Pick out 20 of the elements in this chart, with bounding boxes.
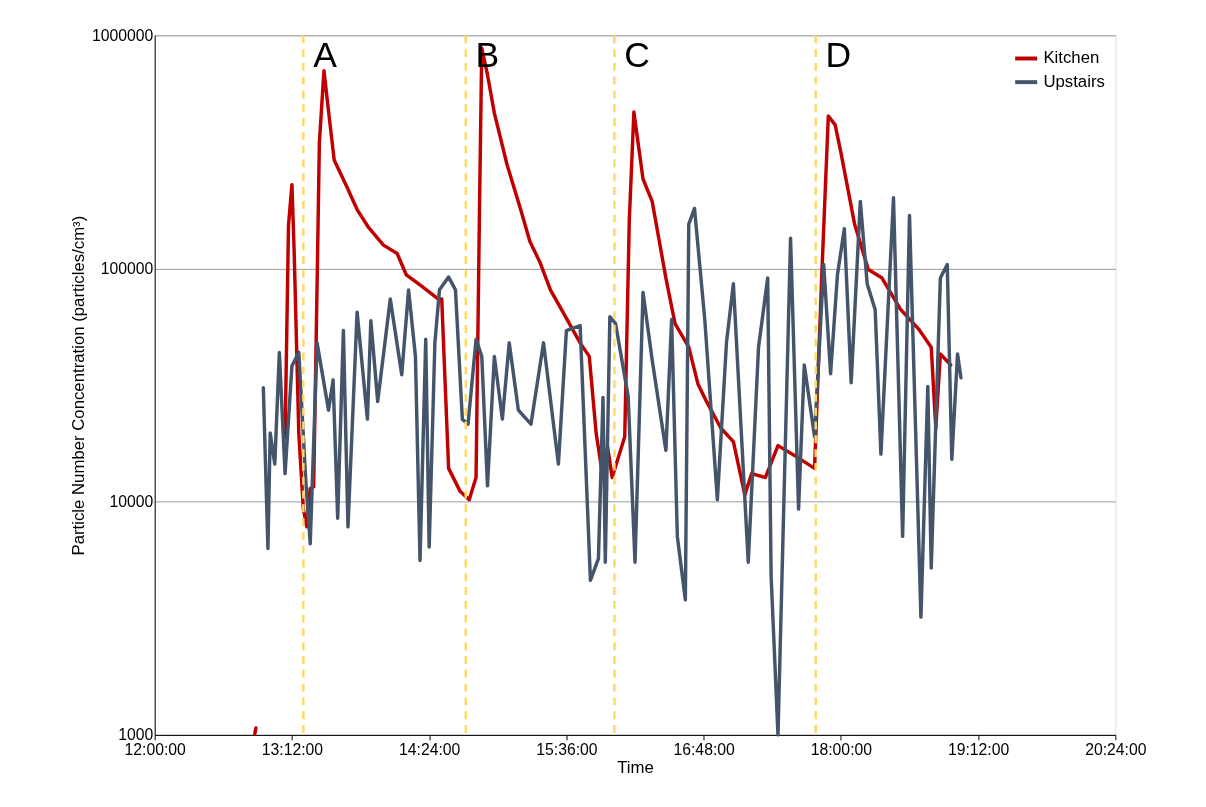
- x-tick-label: 13:12:00: [261, 741, 324, 759]
- y-tick-label: 10000: [109, 493, 154, 511]
- x-tick-label: 14:24:00: [399, 741, 461, 759]
- x-tick-label: 15:36:00: [536, 741, 598, 759]
- ref-line-label: A: [313, 34, 338, 75]
- legend-label: Kitchen: [1043, 48, 1100, 68]
- x-tick-label: 16:48:00: [673, 741, 736, 759]
- legend-label: Upstairs: [1043, 72, 1105, 92]
- y-tick-label: 100000: [100, 259, 154, 277]
- x-tick-label: 19:12:00: [947, 741, 1010, 759]
- ref-line-label: C: [624, 34, 650, 75]
- x-tick-label: 20:24:00: [1085, 741, 1147, 759]
- x-axis-title: Time: [617, 757, 654, 777]
- x-tick-label: 18:00:00: [810, 741, 873, 759]
- ref-line-label: D: [825, 34, 852, 75]
- line-series: [261, 196, 963, 737]
- y-axis-title: Particle Number Concentration (particles/cm³): [68, 215, 88, 556]
- y-tick-label: 1000: [118, 726, 154, 744]
- y-tick-label: 1000000: [91, 26, 154, 44]
- x-tick-label: 12:00:00: [124, 741, 187, 759]
